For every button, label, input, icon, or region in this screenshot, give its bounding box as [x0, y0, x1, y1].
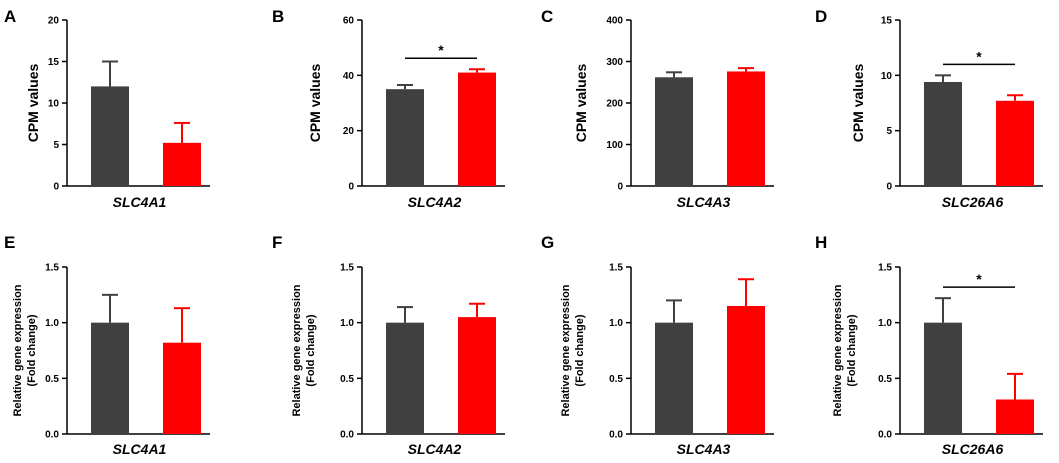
bar-treated [996, 399, 1034, 434]
panel-letter: H [815, 233, 827, 252]
y-axis-label-line: (Fold change) [574, 314, 586, 386]
y-tick-label: 1.0 [878, 318, 892, 329]
chart-panel-d: D 0 5 10 15 CPM values * SLC26A6 [815, 7, 1043, 210]
y-tick-label: 300 [606, 57, 623, 68]
panel-letter: B [272, 7, 284, 26]
y-tick-label: 1.5 [609, 263, 623, 274]
y-tick-label: 1.5 [45, 263, 59, 274]
y-tick-label: 0 [886, 182, 892, 193]
x-axis-label: SLC4A1 [113, 441, 167, 457]
bar-control [655, 322, 693, 434]
chart-panel-h: H 0.0 0.5 1.0 1.5 Relative gene expression (Fo… [815, 233, 1043, 457]
y-tick-label: 0.5 [609, 374, 623, 385]
y-axis-label-line: (Fold change) [26, 314, 38, 386]
y-tick-label: 40 [343, 71, 355, 82]
y-tick-label: 10 [48, 99, 60, 110]
chart-panel-a: A 0 5 10 15 20 CPM values SLC4A1 [4, 7, 210, 210]
x-axis-label: SLC4A2 [408, 194, 462, 210]
y-axis-label: Relative gene expression (Fold change) [12, 284, 38, 416]
bar-control [91, 322, 129, 434]
x-axis-label: SLC26A6 [942, 194, 1004, 210]
panel-letter: D [815, 7, 827, 26]
x-axis-label: SLC26A6 [942, 441, 1004, 457]
y-axis-label: CPM values [307, 63, 323, 142]
y-tick-label: 1.0 [609, 318, 623, 329]
bar-treated [163, 342, 201, 434]
x-axis-label: SLC4A2 [408, 441, 462, 457]
significance-marker: * [976, 48, 982, 64]
y-axis-label-line: Relative gene expression [560, 284, 572, 416]
y-tick-label: 5 [886, 126, 892, 137]
y-tick-label: 20 [48, 16, 60, 27]
y-tick-label: 0.0 [878, 430, 892, 441]
significance-marker: * [438, 42, 444, 58]
bar-treated [458, 72, 496, 186]
y-tick-label: 1.0 [45, 318, 59, 329]
y-tick-label: 15 [881, 16, 893, 27]
y-tick-label: 0 [617, 182, 623, 193]
panel-letter: A [4, 7, 16, 26]
bar-treated [458, 317, 496, 434]
x-axis-label: SLC4A3 [677, 441, 731, 457]
panel-letter: C [541, 7, 553, 26]
y-axis-label-line: Relative gene expression [291, 284, 303, 416]
y-tick-label: 400 [606, 16, 623, 27]
y-axis-label-line: (Fold change) [846, 314, 858, 386]
bar-control [91, 86, 129, 186]
significance-marker: * [976, 271, 982, 287]
bar-control [924, 81, 962, 186]
y-tick-label: 0.5 [878, 374, 892, 385]
y-axis-label-line: Relative gene expression [12, 284, 24, 416]
y-axis-label: CPM values [850, 63, 866, 142]
bar-treated [727, 305, 765, 434]
y-tick-label: 1.5 [878, 263, 892, 274]
bar-control [386, 322, 424, 434]
y-tick-label: 60 [343, 16, 355, 27]
y-axis-label: Relative gene expression (Fold change) [832, 284, 858, 416]
bar-treated [163, 142, 201, 186]
y-axis-label: Relative gene expression (Fold change) [560, 284, 586, 416]
y-tick-label: 0.0 [609, 430, 623, 441]
bar-control [386, 89, 424, 186]
y-tick-label: 0.5 [340, 374, 354, 385]
y-axis-label-line: (Fold change) [305, 314, 317, 386]
y-tick-label: 15 [48, 57, 60, 68]
chart-panel-g: G 0.0 0.5 1.0 1.5 Relative gene expression (Fo… [541, 233, 774, 457]
bar-treated [727, 71, 765, 186]
y-tick-label: 20 [343, 126, 355, 137]
y-tick-label: 0.0 [340, 430, 354, 441]
y-axis-label: CPM values [25, 63, 41, 142]
bar-control [924, 322, 962, 434]
y-tick-label: 10 [881, 71, 893, 82]
y-tick-label: 0 [53, 182, 59, 193]
y-tick-label: 200 [606, 99, 623, 110]
panel-letter: E [4, 233, 15, 252]
y-tick-label: 1.5 [340, 263, 354, 274]
y-axis-label-line: Relative gene expression [832, 284, 844, 416]
y-tick-label: 0.0 [45, 430, 59, 441]
panel-letter: G [541, 233, 554, 252]
y-axis-label: CPM values [573, 63, 589, 142]
y-axis-label: Relative gene expression (Fold change) [291, 284, 317, 416]
y-tick-label: 5 [53, 140, 59, 151]
bar-control [655, 77, 693, 186]
y-tick-label: 100 [606, 140, 623, 151]
chart-panel-e: E 0.0 0.5 1.0 1.5 Relative gene expression (Fo… [4, 233, 210, 457]
chart-panel-f: F 0.0 0.5 1.0 1.5 Relative gene expression (Fo… [272, 233, 505, 457]
chart-panel-b: B 0 20 40 60 CPM values * SLC4A2 [272, 7, 505, 210]
y-tick-label: 0 [348, 182, 354, 193]
x-axis-label: SLC4A3 [677, 194, 731, 210]
panel-letter: F [272, 233, 282, 252]
y-tick-label: 0.5 [45, 374, 59, 385]
x-axis-label: SLC4A1 [113, 194, 167, 210]
bar-treated [996, 100, 1034, 186]
chart-panel-c: C 0 100 200 300 400 CPM values SLC4A3 [541, 7, 774, 210]
y-tick-label: 1.0 [340, 318, 354, 329]
